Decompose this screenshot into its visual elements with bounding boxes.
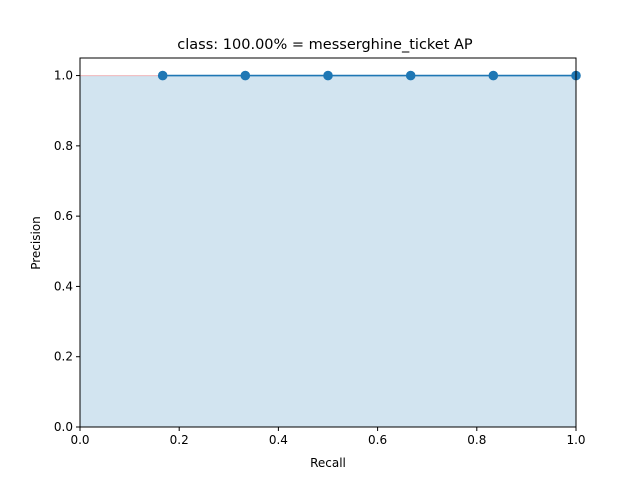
data-point	[157, 70, 168, 81]
y-tick-label: 0.8	[54, 139, 73, 153]
y-tick-label: 1.0	[54, 69, 73, 83]
y-tick-label: 0.4	[54, 279, 73, 293]
axes: 0.0 0.2 0.4 0.6 0.8 1.0 0.0 0.2 0.4 0.6 0.8 1.0	[54, 57, 586, 447]
data-point	[240, 70, 251, 81]
data-point	[405, 70, 416, 81]
data-point	[488, 70, 499, 81]
x-tick-label: 0.0	[70, 433, 89, 447]
x-tick-label: 0.4	[269, 433, 288, 447]
y-tick-label: 0.0	[54, 420, 73, 434]
y-tick-label: 0.6	[54, 209, 73, 223]
chart-title: class: 100.00% = messerghine_ticket AP	[177, 37, 473, 53]
y-axis-label: Precision	[29, 216, 43, 270]
x-tick-label: 0.6	[368, 433, 387, 447]
plot-area	[80, 70, 581, 428]
axes-frame	[79, 57, 577, 428]
x-tick-label: 1.0	[566, 433, 585, 447]
y-tick-label: 0.2	[54, 350, 73, 364]
data-point	[323, 70, 333, 81]
pr-filled-area	[80, 75, 576, 428]
x-tick-label: 0.2	[170, 433, 189, 447]
x-axis-label: Recall	[310, 456, 346, 470]
x-tick-label: 0.8	[467, 433, 486, 447]
